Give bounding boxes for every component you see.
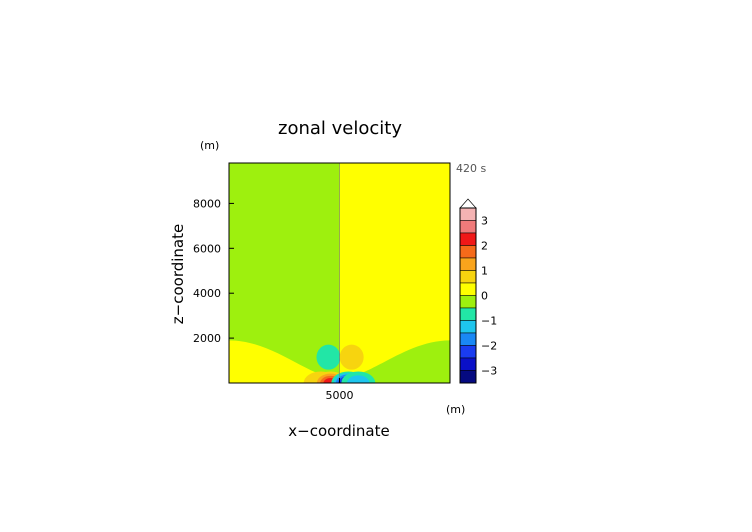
- field-band-left: [229, 340, 340, 383]
- colorbar-level-0: [459, 207, 477, 221]
- y-tick-label-3: 8000: [193, 197, 221, 210]
- colorbar-tick-label-3: 0: [481, 290, 488, 303]
- colorbar-level-5: [459, 270, 477, 284]
- x-tick-label-0: 5000: [326, 389, 354, 402]
- colorbar-level-2: [459, 232, 477, 246]
- colorbar-level-1: [459, 220, 477, 234]
- time-label: 420 s: [456, 162, 486, 175]
- field-cell-0-level-0: [316, 344, 341, 370]
- field-band-right: [339, 340, 450, 383]
- colorbar-level-8: [459, 307, 477, 321]
- colorbar-tick-label-5: −2: [481, 340, 497, 353]
- colorbar-level-6: [459, 282, 477, 296]
- colorbar-tick-label-0: 3: [481, 215, 488, 228]
- colorbar-level-11: [459, 345, 477, 359]
- colorbar-tick-label-2: 1: [481, 265, 488, 278]
- colorbar-level-9: [459, 320, 477, 334]
- field-cell-1-level-0: [339, 344, 364, 370]
- z-unit-label: (m): [200, 139, 219, 152]
- y-axis-label: z−coordinate: [169, 224, 187, 324]
- colorbar-level-12: [459, 357, 477, 371]
- chart-title: zonal velocity: [278, 118, 402, 139]
- velocity-field: [229, 163, 450, 383]
- x-unit-label: (m): [446, 403, 465, 416]
- colorbar-level-4: [459, 257, 477, 271]
- colorbar-frame: [459, 207, 477, 384]
- colorbar-extend-arrow: [459, 198, 477, 209]
- colorbar-level-3: [459, 245, 477, 259]
- field-cell-5-level-1: [347, 375, 370, 383]
- y-tick-label-2: 6000: [193, 242, 221, 255]
- y-tick-label-0: 2000: [193, 332, 221, 345]
- colorbar-tick-label-4: −1: [481, 315, 497, 328]
- x-axis-label: x−coordinate: [288, 422, 389, 440]
- colorbar: 3 2 1 0 −1 −2 −3: [459, 198, 497, 384]
- colorbar-level-10: [459, 332, 477, 346]
- colorbar-level-13: [459, 370, 477, 384]
- y-tick-label-1: 4000: [193, 287, 221, 300]
- axes: 2000 4000 6000 8000 5000: [193, 197, 354, 402]
- colorbar-level-7: [459, 295, 477, 309]
- colorbar-tick-label-1: 2: [481, 240, 488, 253]
- colorbar-tick-label-6: −3: [481, 365, 497, 378]
